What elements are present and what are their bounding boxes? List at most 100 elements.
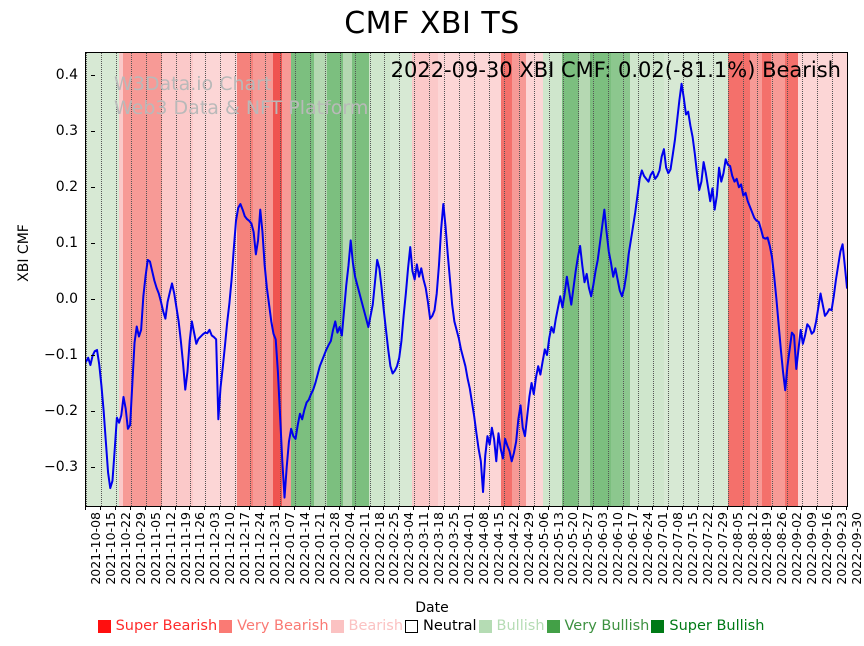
sentiment-band: [561, 53, 580, 506]
x-tick-mark: [726, 506, 728, 510]
sentiment-band: [314, 53, 328, 506]
gridline-vertical: [608, 53, 610, 506]
gridline-vertical: [429, 53, 431, 506]
y-tick-mark: [91, 75, 95, 77]
x-tick-label: 2021-12-31: [267, 512, 283, 585]
x-tick-label: 2022-01-07: [281, 512, 297, 585]
gridline-vertical: [772, 53, 774, 506]
x-tick-mark: [353, 506, 355, 510]
gridline-vertical: [115, 53, 117, 506]
gridline-vertical: [742, 53, 744, 506]
x-tick-mark: [577, 506, 579, 510]
x-tick-label: 2022-04-08: [475, 512, 491, 585]
annotation-layer: 2022-09-30 XBI CMF: 0.02(-81.1%) Bearish: [86, 53, 847, 506]
x-tick-mark: [846, 506, 847, 510]
x-tick-label: 2022-05-27: [580, 512, 596, 585]
legend-item[interactable]: Super Bullish: [651, 618, 764, 634]
y-tick-mark: [91, 131, 95, 133]
gridline-vertical: [563, 53, 565, 506]
sentiment-band: [291, 53, 315, 506]
cmf-line-series: [86, 53, 847, 506]
gridline-vertical: [623, 53, 625, 506]
x-tick-mark: [234, 506, 236, 510]
x-tick-mark: [368, 506, 370, 510]
x-tick-mark: [323, 506, 325, 510]
sentiment-band: [411, 53, 439, 506]
sentiment-band: [481, 53, 502, 506]
gridline-vertical: [444, 53, 446, 506]
gridline-vertical: [578, 53, 580, 506]
x-tick-mark: [129, 506, 131, 510]
x-tick-mark: [264, 506, 266, 510]
x-tick-label: 2021-10-15: [102, 512, 118, 585]
x-tick-label: 2021-11-26: [192, 512, 208, 585]
plot-area: W3Data.io Chart Web3 Data & NFT Platform…: [85, 52, 848, 507]
legend-item[interactable]: Very Bullish: [546, 618, 649, 634]
legend-item[interactable]: Bearish: [330, 618, 404, 634]
x-axis-label: Date: [415, 600, 449, 616]
x-tick-label: 2022-04-22: [505, 512, 521, 585]
gridline-vertical: [190, 53, 192, 506]
sentiment-band: [770, 53, 786, 506]
y-tick-mark: [91, 299, 95, 301]
latest-value-annotation: 2022-09-30 XBI CMF: 0.02(-81.1%) Bearish: [390, 58, 841, 82]
x-tick-mark: [771, 506, 773, 510]
gridline-vertical: [638, 53, 640, 506]
legend-swatch-icon: [651, 619, 665, 633]
x-tick-label: 2022-07-01: [655, 512, 671, 585]
sentiment-band: [118, 53, 124, 506]
x-tick-mark: [278, 506, 280, 510]
x-tick-mark: [652, 506, 654, 510]
x-tick-label: 2022-07-29: [714, 512, 730, 585]
gridline-vertical: [309, 53, 311, 506]
sentiment-band: [611, 53, 631, 506]
gridline-vertical: [653, 53, 655, 506]
sentiment-band: [630, 53, 665, 506]
y-tick-mark: [91, 355, 95, 356]
sentiment-band: [253, 53, 274, 506]
legend-item[interactable]: Bullish: [478, 618, 545, 634]
x-tick-label: 2021-10-29: [132, 512, 148, 585]
legend-swatch-icon: [219, 619, 233, 633]
gridline-vertical: [339, 53, 341, 506]
cmf-line-path: [86, 82, 847, 499]
x-tick-label: 2022-08-05: [729, 512, 745, 585]
x-tick-label: 2022-09-16: [819, 512, 835, 585]
x-tick-mark: [487, 506, 489, 510]
y-tick-label: 0.2: [55, 179, 78, 196]
x-tick-label: 2021-12-10: [222, 512, 238, 585]
legend-swatch-icon: [330, 619, 344, 633]
x-tick-label: 2022-05-06: [535, 512, 551, 585]
y-tick-mark: [91, 410, 95, 412]
legend-swatch-icon: [97, 619, 111, 633]
gridline-vertical: [399, 53, 401, 506]
legend-label: Neutral: [423, 618, 477, 634]
legend-item[interactable]: Neutral: [405, 618, 477, 634]
x-tick-mark: [99, 506, 101, 510]
sentiment-band: [500, 53, 513, 506]
legend-label: Bullish: [496, 618, 545, 634]
gridline-vertical: [757, 53, 759, 506]
gridline-vertical: [727, 53, 729, 506]
y-tick-label: 0.4: [55, 67, 78, 84]
x-tick-label: 2022-09-23: [834, 512, 850, 585]
x-tick-label: 2022-06-17: [625, 512, 641, 585]
x-tick-label: 2022-08-12: [744, 512, 760, 585]
legend-item[interactable]: Super Bearish: [97, 618, 217, 634]
x-tick-label: 2022-03-11: [416, 512, 432, 585]
x-tick-mark: [547, 506, 549, 510]
gridline-vertical: [802, 53, 804, 506]
legend-item[interactable]: Very Bearish: [219, 618, 329, 634]
sentiment-band: [458, 53, 483, 506]
x-tick-mark: [398, 506, 400, 510]
sentiment-band: [749, 53, 763, 506]
x-tick-mark: [189, 506, 191, 510]
x-tick-label: 2021-10-08: [88, 512, 103, 585]
x-tick-mark: [293, 506, 295, 510]
x-tick-label: 2022-09-02: [789, 512, 805, 585]
sentiment-band: [236, 53, 254, 506]
y-tick-label: 0.0: [55, 291, 78, 308]
legend-label: Bearish: [348, 618, 404, 634]
x-tick-mark: [219, 506, 221, 510]
